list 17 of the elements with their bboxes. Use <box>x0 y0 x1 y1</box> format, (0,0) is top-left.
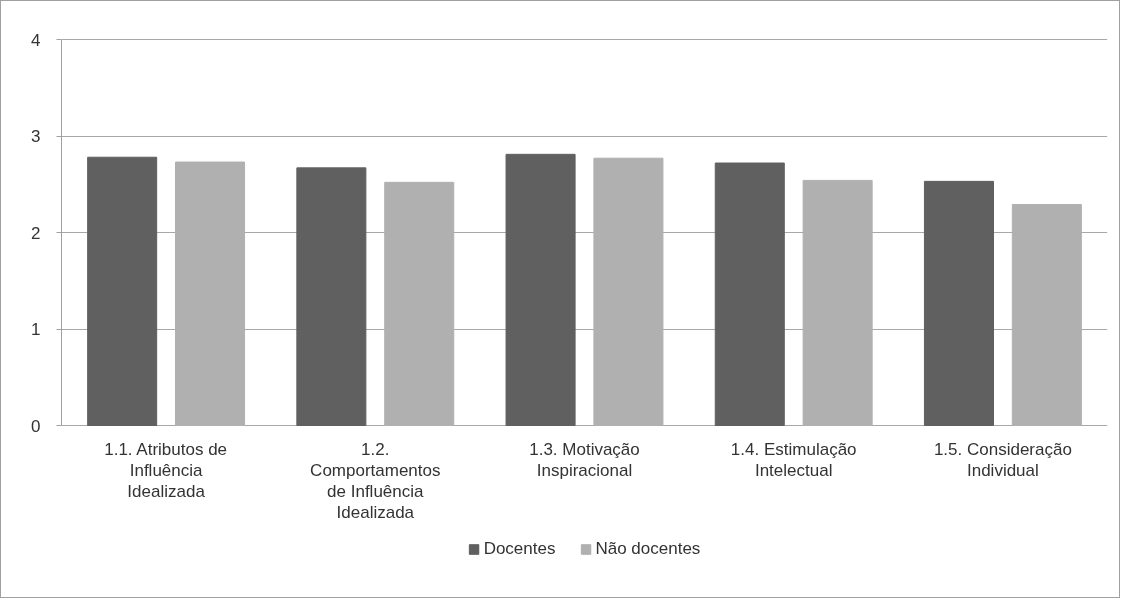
legend-label: Docentes <box>483 539 556 559</box>
bar <box>87 156 158 426</box>
y-tick-label: 0 <box>31 416 41 436</box>
x-tick-label: 1.5. Consideração Individual <box>933 439 1072 480</box>
y-tick-label: 3 <box>31 127 41 146</box>
x-tick-label: 1.2. Comportamentos de Influência Idealizada <box>310 439 441 523</box>
y-tick-label: 1 <box>31 320 41 339</box>
x-tick-label: 1.3. Motivação Inspiracional <box>529 439 640 480</box>
legend-label: Não docentes <box>595 539 701 559</box>
x-tick-label: 1.1. Atributos de Influência Idealizada <box>104 439 228 502</box>
bar <box>296 167 367 426</box>
y-tick-label: 4 <box>31 30 41 50</box>
bar <box>714 162 785 426</box>
bar <box>923 180 994 426</box>
bar <box>505 153 576 426</box>
y-tick-label: 2 <box>31 223 41 243</box>
x-tick-label: 1.4. Estimulação Intelectual <box>730 439 857 480</box>
